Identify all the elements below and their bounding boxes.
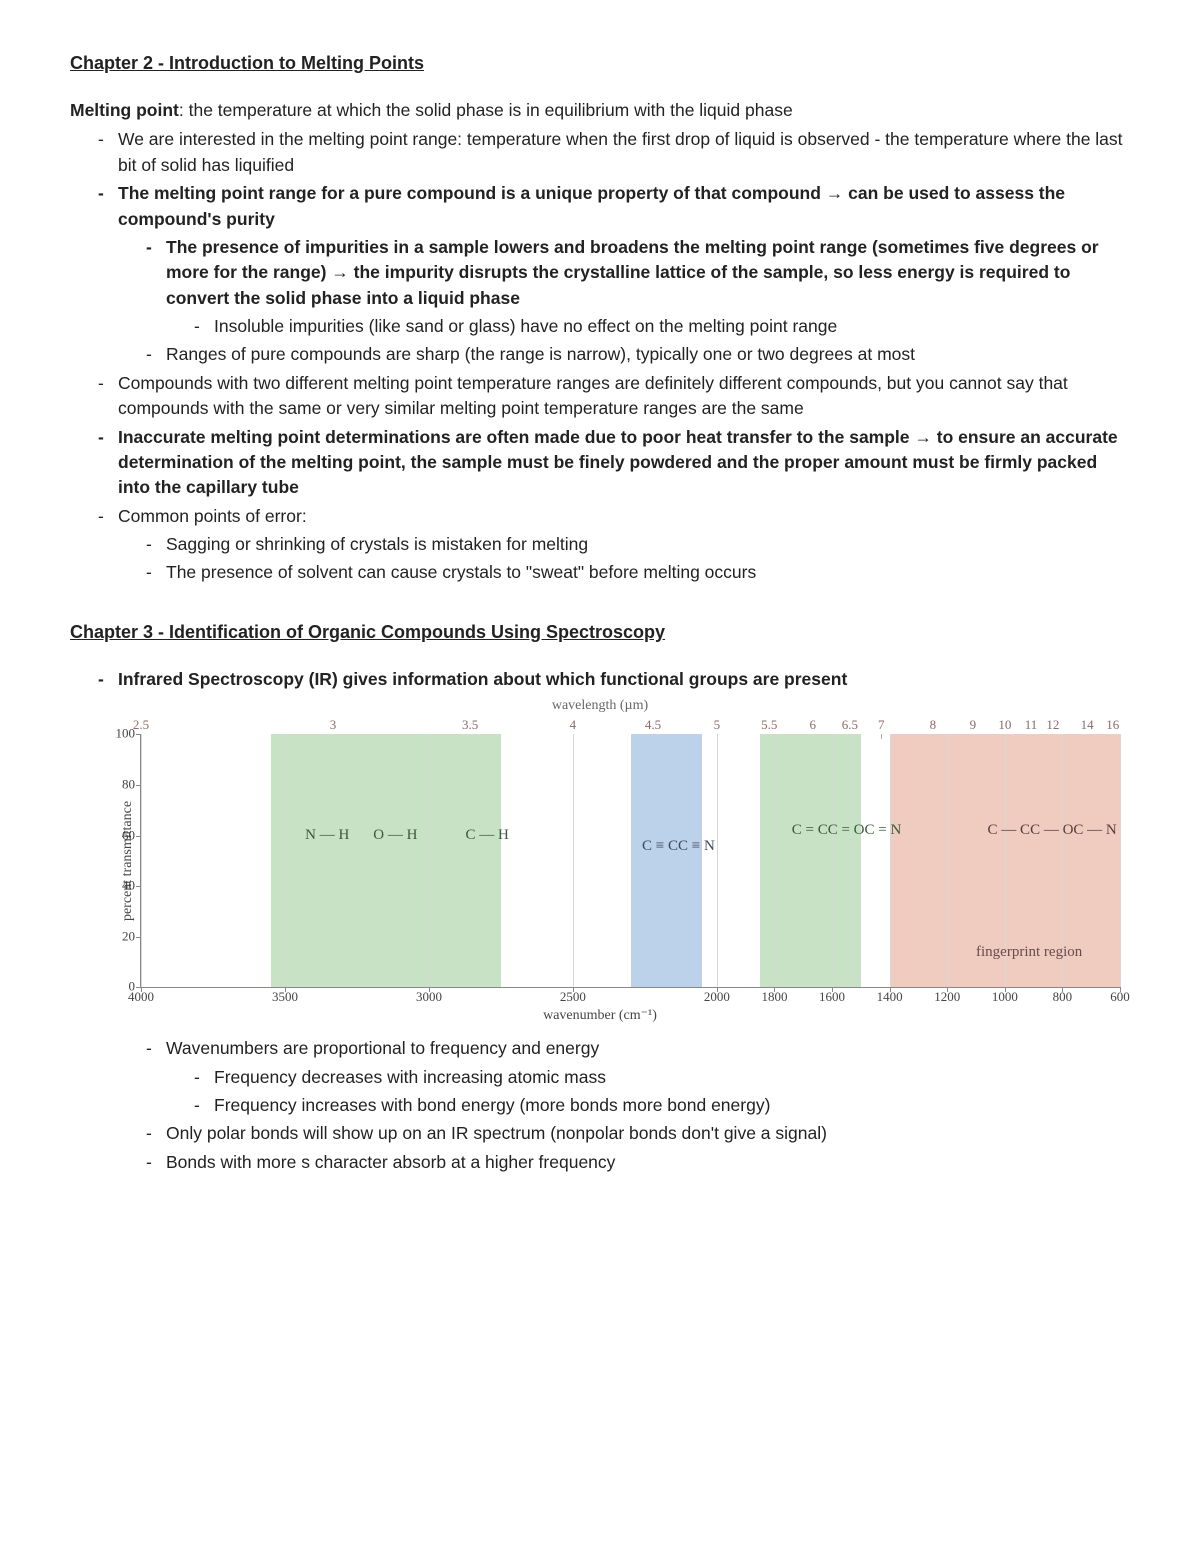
list-item: Frequency increases with bond energy (mo… (166, 1093, 1130, 1118)
bond-label: C — N (1073, 822, 1116, 838)
y-axis-label: percent transmittance (118, 801, 138, 921)
bottom-axis-label: wavenumber (cm⁻¹) (70, 1006, 1130, 1026)
list-item: The melting point range for a pure compo… (70, 181, 1130, 232)
list-item: The presence of solvent can cause crysta… (118, 560, 1130, 585)
x-tick-top: 4 (570, 716, 577, 735)
melting-point-definition: Melting point: the temperature at which … (70, 98, 1130, 123)
x-tick-top: 12 (1046, 716, 1059, 735)
def-term: Melting point (70, 100, 179, 120)
x-tick-top: 10 (998, 716, 1011, 735)
plot-area: 0204060801004000350030002500200018001600… (140, 734, 1120, 988)
spectrum-region (631, 734, 703, 987)
list-item: Compounds with two different melting poi… (70, 371, 1130, 422)
y-tick: 80 (101, 775, 135, 794)
chapter-2-list: We are interested in the melting point r… (70, 127, 1130, 585)
bond-label: C ≡ N (678, 838, 715, 854)
x-tick-top: 8 (930, 716, 937, 735)
bond-label: C — C (988, 822, 1031, 838)
bond-label: C = N (865, 822, 902, 838)
list-item: Common points of error: (70, 504, 1130, 529)
x-tick-top: 5 (714, 716, 721, 735)
def-body: : the temperature at which the solid pha… (179, 100, 793, 120)
fingerprint-label: fingerprint region (976, 942, 1082, 964)
x-tick-top: 9 (970, 716, 977, 735)
ir-spectrum-chart: wavelength (µm) percent transmittance 02… (70, 696, 1130, 1026)
list-item: Ranges of pure compounds are sharp (the … (118, 342, 1130, 367)
y-tick: 100 (101, 725, 135, 744)
list-item: Wavenumbers are proportional to frequenc… (118, 1036, 1130, 1061)
list-item: Only polar bonds will show up on an IR s… (118, 1121, 1130, 1146)
list-item: Insoluble impurities (like sand or glass… (166, 314, 1130, 339)
list-item: We are interested in the melting point r… (70, 127, 1130, 178)
list-item: Inaccurate melting point determinations … (70, 425, 1130, 501)
y-tick: 40 (101, 877, 135, 896)
x-tick-top: 6 (810, 716, 817, 735)
list-item: The presence of impurities in a sample l… (118, 235, 1130, 311)
bond-label: C = O (828, 822, 865, 838)
x-tick-top: 3.5 (462, 716, 478, 735)
bond-label: C — H (417, 827, 508, 843)
bond-label: O — H (349, 827, 417, 843)
x-tick-top: 5.5 (761, 716, 777, 735)
x-tick-top: 11 (1025, 716, 1038, 735)
bond-label: C = C (792, 822, 828, 838)
chapter-3-title: Chapter 3 - Identification of Organic Co… (70, 619, 1130, 645)
spectrum-region (271, 734, 501, 987)
chapter-3-list-bottom: Wavenumbers are proportional to frequenc… (70, 1036, 1130, 1175)
list-item: Frequency decreases with increasing atom… (166, 1065, 1130, 1090)
bond-label: N — H (305, 827, 349, 843)
list-item: Sagging or shrinking of crystals is mist… (118, 532, 1130, 557)
bond-label: C ≡ C (642, 838, 678, 854)
y-tick: 20 (101, 927, 135, 946)
x-tick-top: 7 (878, 716, 885, 735)
x-tick-top: 4.5 (645, 716, 661, 735)
chapter-2-title: Chapter 2 - Introduction to Melting Poin… (70, 50, 1130, 76)
top-axis-label: wavelength (µm) (70, 696, 1130, 716)
x-tick-top: 6.5 (842, 716, 858, 735)
x-tick-top: 3 (330, 716, 337, 735)
y-tick: 60 (101, 826, 135, 845)
x-tick-top: 16 (1106, 716, 1119, 735)
chapter-3-list-top: Infrared Spectroscopy (IR) gives informa… (70, 667, 1130, 692)
list-item: Infrared Spectroscopy (IR) gives informa… (70, 667, 1130, 692)
x-tick-top: 14 (1081, 716, 1094, 735)
x-tick-top: 2.5 (133, 716, 149, 735)
bond-label: C — O (1030, 822, 1073, 838)
list-item: Bonds with more s character absorb at a … (118, 1150, 1130, 1175)
